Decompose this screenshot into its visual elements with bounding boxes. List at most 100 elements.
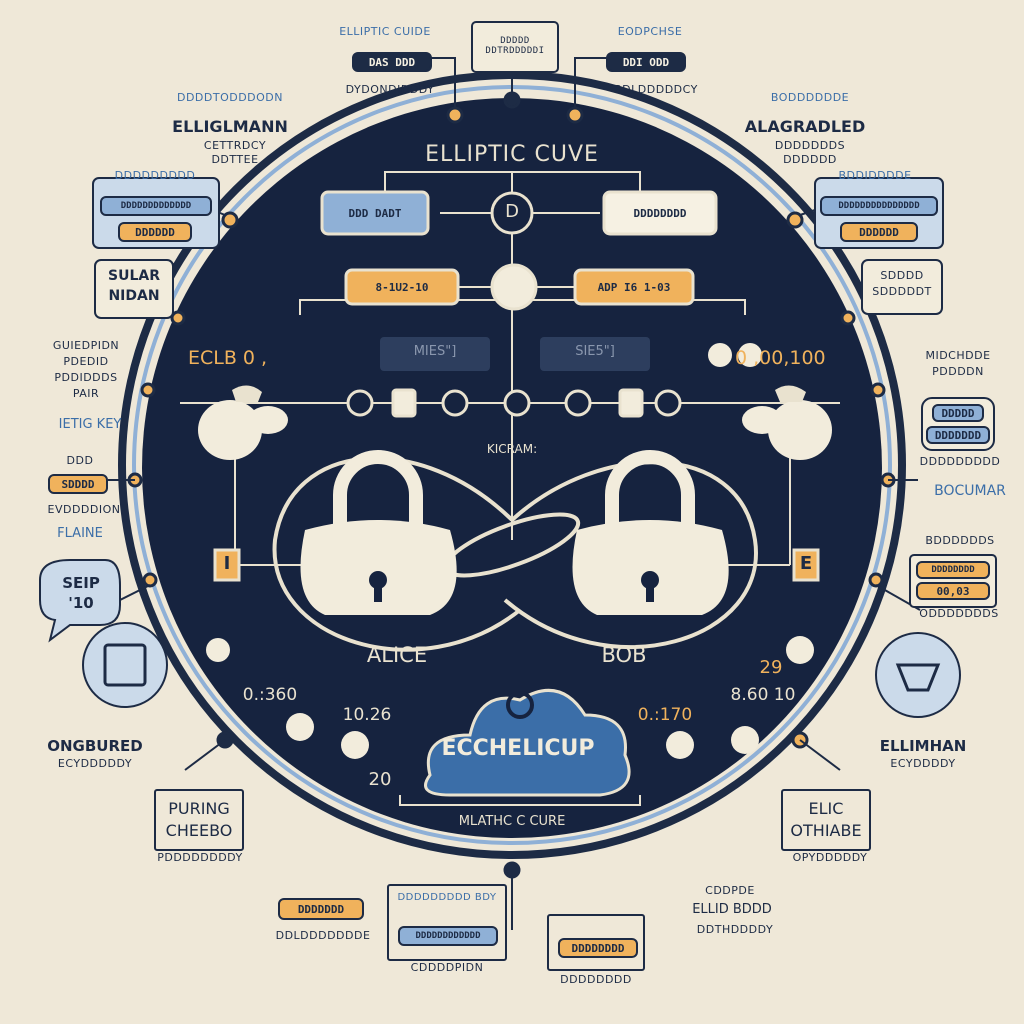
upper-left-sub1: CETTRDCY bbox=[203, 139, 267, 152]
bottom-inner-label: MLATHC C CURE bbox=[458, 814, 566, 829]
top-left-caption: DYDONDIDDDY bbox=[345, 83, 435, 96]
left-box-caption: DDDDDDDDD bbox=[114, 169, 196, 182]
bottom-right-caption: DDDDDDDD bbox=[560, 973, 632, 986]
lower-right-line2: OTHIABE bbox=[790, 821, 862, 840]
upper-left-title: ELLIGLMANN bbox=[172, 117, 288, 136]
right-card-line2: SDDDDDT bbox=[872, 285, 932, 298]
left-bubble-line1: SEIP bbox=[62, 574, 100, 592]
bottom-center-caption: CDDDDPIDN bbox=[410, 961, 484, 974]
bottom-right-box: DDDDDDDD bbox=[558, 938, 638, 958]
right-tag-label: E bbox=[799, 553, 813, 574]
right-value-box: ADP I6 1-03 bbox=[597, 280, 671, 294]
center-key-node bbox=[490, 263, 538, 311]
left-device-circle bbox=[82, 622, 168, 708]
left-list-item-1: GUIEDPIDN bbox=[52, 339, 120, 352]
bottom-center-frame bbox=[387, 884, 507, 961]
left-faded-label: MIES"] bbox=[413, 344, 457, 359]
left-device-icon bbox=[103, 643, 147, 687]
bob-avatar bbox=[742, 385, 832, 460]
lower-left-line2: CHEEBO bbox=[165, 821, 233, 840]
left-card-line1: SULAR bbox=[108, 268, 160, 284]
bob-label: BOB bbox=[601, 643, 647, 667]
top-left-title: ELLIPTIC CUIDE bbox=[339, 25, 431, 38]
upper-right-title: ALAGRADLED bbox=[744, 117, 866, 136]
left-key-orange: SDDDD bbox=[48, 474, 108, 494]
bottom-far-right-1: CDDPDE bbox=[705, 884, 755, 897]
right-faded-box bbox=[540, 337, 650, 371]
inner-bubbles bbox=[206, 343, 814, 759]
left-key-blue: FLAINE bbox=[57, 526, 103, 541]
right-list-sub: PDDDDN bbox=[932, 365, 984, 378]
left-number: 10.26 bbox=[342, 705, 392, 725]
top-center-box-text: DDDDD DDTRDDDDDI bbox=[485, 36, 545, 57]
bottom-right-sub: ECYDDDDY bbox=[890, 757, 956, 770]
lower-right-sub: OPYDDDDDY bbox=[792, 851, 868, 864]
left-value-box: 8-1U2-10 bbox=[375, 280, 429, 294]
right-orange-label: DDDDDD bbox=[840, 222, 918, 242]
right-mid-orange-2: 00,03 bbox=[916, 582, 990, 600]
right-readout: 0 ,00,100 bbox=[735, 347, 826, 369]
right-mid-box-title: BDDDDDDS bbox=[925, 534, 995, 547]
left-list-item-4: PAIR bbox=[72, 387, 100, 400]
bottom-right-frame bbox=[547, 914, 645, 971]
upper-right-sub2: DDDDDD bbox=[783, 153, 837, 166]
alice-loop bbox=[272, 456, 522, 652]
left-orange-box-shape bbox=[344, 268, 460, 306]
left-speech-bubble bbox=[39, 559, 121, 643]
left-card-line2: NIDAN bbox=[108, 288, 160, 304]
top-right-caption: BDLDDDDDCY bbox=[614, 83, 698, 96]
left-blue-label: DDDDDDDDDDDDD bbox=[100, 196, 212, 216]
right-device-circle bbox=[875, 632, 961, 718]
upper-right-sub1: DDDDDDDS bbox=[774, 139, 846, 152]
left-blue-box-shape bbox=[320, 190, 430, 236]
left-orange-label: DDDDDD bbox=[118, 222, 192, 242]
bottom-center-title: DDDDDDDDD BDY bbox=[397, 892, 497, 903]
center-node-label: D bbox=[505, 201, 519, 222]
diagram-title: ELLIPTIC CUVE bbox=[425, 142, 599, 167]
right-card-line1: SDDDD bbox=[880, 269, 924, 282]
left-list-item-3: PDDIDDDS bbox=[54, 371, 118, 384]
right-mid-title: BOCUMAR bbox=[934, 483, 1006, 499]
left-readout: ECLB 0 , bbox=[188, 347, 268, 369]
left-list-item-2: PDEDID bbox=[63, 355, 109, 368]
right-cream-box-shape bbox=[602, 190, 718, 236]
cloud-label: ECCHELICUP bbox=[441, 736, 595, 761]
alice-lock bbox=[300, 450, 457, 615]
right-mid-caption: ODDDDDDDS bbox=[919, 607, 999, 620]
right-small-number: 29 bbox=[759, 657, 783, 678]
bottom-left-caption: DDLDDDDDDDE bbox=[275, 929, 371, 942]
bottom-right-title: ELLIMHAN bbox=[879, 737, 967, 755]
right-list-title: MIDCHDDE bbox=[925, 349, 991, 362]
right-pill-bottom: DDDDDDD bbox=[926, 426, 990, 444]
lower-right-frame bbox=[781, 789, 871, 851]
chain-label: KICRAM: bbox=[486, 442, 538, 456]
right-faded-label: SIE5"] bbox=[575, 344, 615, 359]
right-tag-shape bbox=[792, 548, 820, 582]
top-center-card bbox=[471, 21, 559, 73]
right-inner-box: DDDDDDDD bbox=[633, 206, 687, 220]
left-inner-box: DDD DADT bbox=[348, 206, 402, 220]
right-number: 0.:170 bbox=[637, 705, 693, 725]
lower-right-line1: ELIC bbox=[808, 799, 844, 818]
upper-right-small: BODDDDDDE bbox=[770, 91, 850, 104]
node-row bbox=[346, 388, 682, 418]
lower-left-sub: PDDDDDDDDY bbox=[157, 851, 243, 864]
left-key-small: DDD bbox=[66, 454, 94, 467]
right-low-value: 8.60 10 bbox=[730, 685, 796, 705]
right-card-frame bbox=[861, 259, 943, 315]
left-low-value: 0.:360 bbox=[242, 685, 298, 705]
top-left-box: DAS DDD bbox=[352, 52, 432, 72]
right-pill-top: DDDDD bbox=[932, 404, 984, 422]
left-faded-box bbox=[380, 337, 490, 371]
bottom-left-sub: ECYDDDDDY bbox=[57, 757, 133, 770]
left-key-label: IETIG KEY bbox=[58, 417, 122, 432]
bottom-far-right-3: DDTHDDDDY bbox=[696, 923, 774, 936]
center-d-node bbox=[490, 191, 534, 235]
left-bubble-line2: '10 bbox=[68, 594, 94, 612]
right-blue-label: DDDDDDDDDDDDDDD bbox=[820, 196, 938, 216]
upper-left-sub2: DDTTEE bbox=[211, 153, 259, 166]
left-key-sub: EVDDDDION bbox=[47, 503, 121, 516]
left-card-frame bbox=[94, 259, 174, 319]
